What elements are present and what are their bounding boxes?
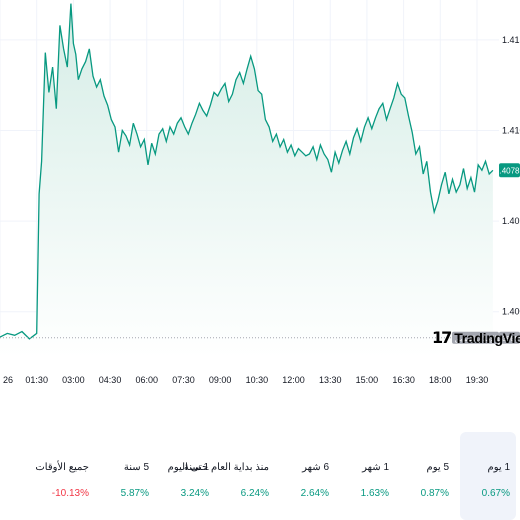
x-tick-label: 09:00 [209,375,232,385]
x-tick-label: 01:30 [25,375,48,385]
prev-close-label: الإغلاق السابق [455,335,497,343]
performance-period-value: 3.24% [180,488,209,499]
y-tick-label: 1.40500 [502,216,520,226]
tradingview-logo-icon: 17 [432,328,452,347]
last-price-badge: 1.40783 [495,163,520,178]
x-tick-label: 16:30 [392,375,415,385]
y-tick-label: 1.40000 [502,307,520,317]
x-tick-label: 13:30 [319,375,342,385]
performance-period-value: 5.87% [120,488,149,499]
tradingview-logo[interactable]: 17 TradingView [432,328,520,347]
performance-period-label: 5 سنة [123,462,149,473]
chart-canvas[interactable]: 1.41500 1.41000 1.40500 1.40000 26 01:30 03:0… [0,0,520,390]
performance-period-label: 1 يوم [487,462,510,473]
performance-period-1[interactable]: 5 يوم 0.87% [399,432,455,520]
performance-period-label: 1 سنة [183,462,209,473]
price-line [0,3,494,340]
y-axis[interactable]: 1.41500 1.41000 1.40500 1.40000 [502,35,520,317]
performance-period-2[interactable]: 1 شهر 1.63% [339,432,395,520]
performance-period-label: 6 شهر [302,462,329,473]
last-price-badge-bg [499,163,520,178]
y-tick-label: 1.41000 [502,125,520,135]
performance-period-0[interactable]: 1 يوم 0.67% [460,432,516,520]
performance-period-value: -10.13% [51,488,89,499]
performance-bar: 1 يوم 0.67% 5 يوم 0.87% 1 شهر 1.63% 6 شهر 2.64%… [0,432,520,520]
x-tick-label: 12:00 [282,375,305,385]
performance-period-6[interactable]: 5 سنة 5.87% [99,432,155,520]
prev-close-badge: الإغلاق السابق 1.39856 [452,331,520,344]
performance-period-label: 5 يوم [426,462,449,473]
x-tick-label: 04:30 [99,375,122,385]
performance-period-7[interactable]: جميع الأوقات -10.13% [35,432,95,520]
x-tick-label: 03:00 [62,375,85,385]
performance-period-4[interactable]: منذ بداية العام حتى اليوم 6.24% [168,432,275,520]
performance-period-5[interactable]: 1 سنة 3.24% [159,432,215,520]
performance-period-3[interactable]: 6 شهر 2.64% [279,432,335,520]
x-tick-label: 06:00 [135,375,158,385]
y-tick-label: 1.41500 [502,35,520,45]
last-price-value: 1.40783 [495,166,520,175]
performance-period-label: منذ بداية العام حتى اليوم [167,462,269,473]
prev-close-badge-bg [499,331,520,344]
performance-period-value: 0.87% [420,488,449,499]
x-tick-label: 10:30 [246,375,269,385]
price-area-fill [0,3,493,357]
x-axis[interactable]: 26 01:30 03:00 04:30 06:00 07:30 09:00 10:30 12:… [3,375,488,385]
performance-period-label: 1 شهر [362,462,389,473]
x-tick-label: 26 [3,375,13,385]
x-tick-label: 07:30 [172,375,195,385]
performance-period-value: 0.67% [481,488,510,499]
performance-period-label: جميع الأوقات [35,462,89,473]
performance-period-value: 1.63% [360,488,389,499]
price-chart[interactable]: 1.41500 1.41000 1.40500 1.40000 26 01:30 03:0… [0,0,520,390]
performance-period-value: 2.64% [300,488,329,499]
x-tick-label: 19:30 [466,375,489,385]
prev-close-label-bg [452,331,499,344]
prev-close-value: 1.39856 [496,334,520,343]
x-tick-label: 18:00 [429,375,452,385]
tradingview-logo-text: TradingView [454,329,520,346]
performance-period-value: 6.24% [240,488,269,499]
x-tick-label: 15:00 [356,375,379,385]
